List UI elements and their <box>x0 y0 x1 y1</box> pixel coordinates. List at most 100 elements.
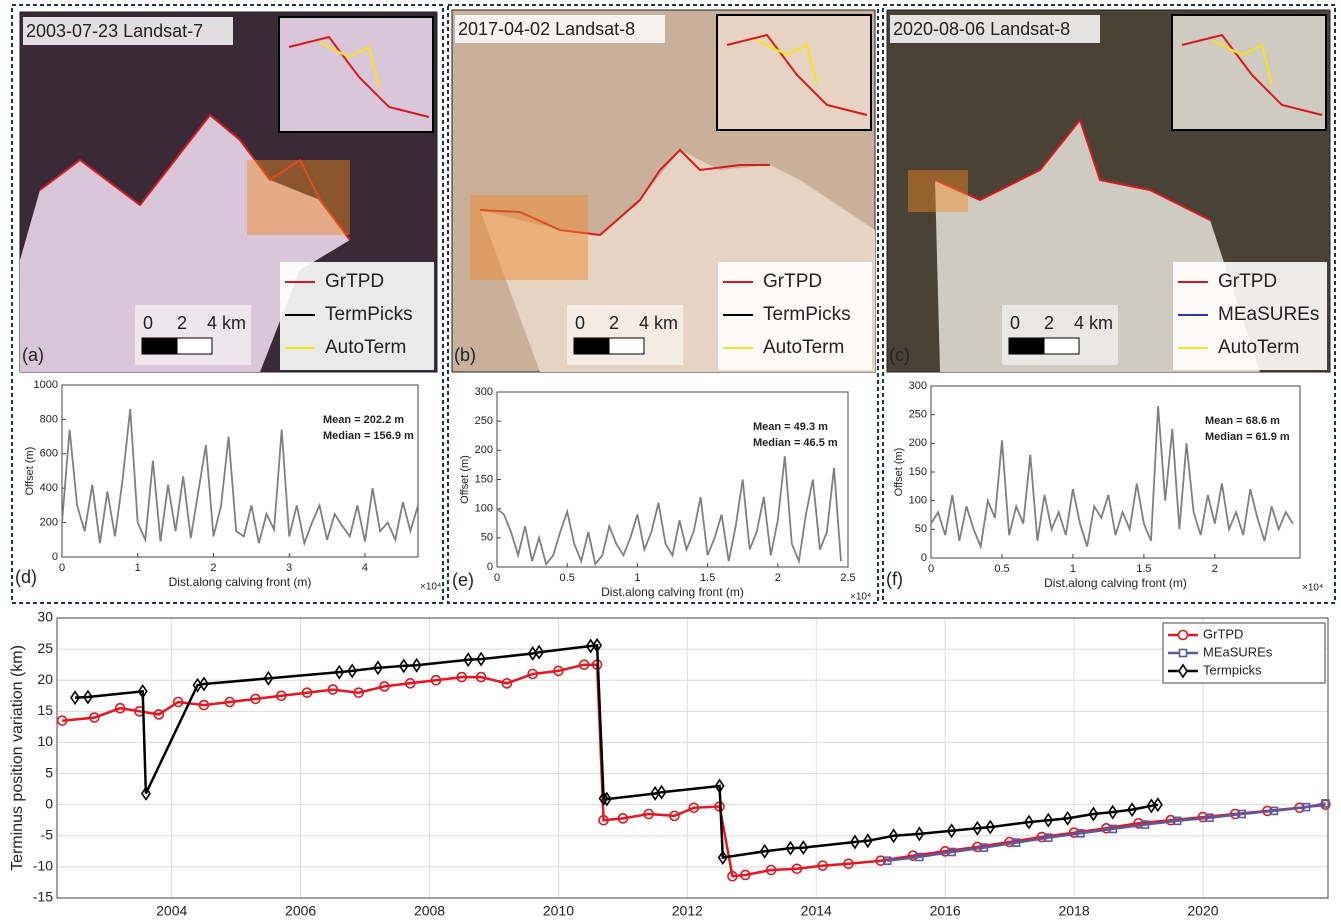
data-line <box>496 456 842 567</box>
x-tick-label: 2010 <box>543 903 574 919</box>
scale-box <box>567 305 683 365</box>
data-point <box>598 814 609 826</box>
panel-label: (c) <box>889 345 910 365</box>
terminus-trace <box>39 113 351 241</box>
x-axis-label: Dist.along calving front (m) <box>1044 576 1187 590</box>
axis-multiplier: ×10⁴ <box>850 592 871 603</box>
data-point <box>334 664 345 680</box>
x-axis-label: Dist.along calving front (m) <box>169 575 312 589</box>
scale-label: 2 <box>1044 313 1054 333</box>
stat-annotation: Median = 61.9 m <box>1205 431 1290 443</box>
scale-bar <box>573 337 610 355</box>
y-axis-label: Offset (m) <box>459 455 471 504</box>
legend-label: GrTPD <box>325 271 384 292</box>
panel-frame <box>882 4 1336 604</box>
data-point <box>882 856 892 865</box>
x-tick-label: 0 <box>494 572 500 584</box>
panel-label: (f) <box>886 569 903 589</box>
data-point <box>578 659 590 670</box>
legend-label: TermPicks <box>325 304 413 325</box>
data-point <box>1321 799 1330 808</box>
x-tick-label: 2014 <box>801 903 832 919</box>
y-tick-label: 250 <box>475 415 493 427</box>
data-point <box>914 826 925 842</box>
legend-label: AutoTerm <box>325 337 406 358</box>
x-tick-label: 2020 <box>1187 903 1218 919</box>
legend-marker <box>1178 648 1188 658</box>
data-point <box>1205 813 1214 823</box>
data-point <box>617 813 629 824</box>
panel-label: (e) <box>452 570 474 590</box>
legend-marker <box>1178 663 1188 679</box>
legend-label: GrTPD <box>1218 271 1277 292</box>
axis-multiplier: ×10⁴ <box>1302 583 1323 594</box>
stat-annotation: Median = 156.9 m <box>323 430 414 442</box>
data-point <box>1269 806 1279 816</box>
data-point <box>947 847 956 857</box>
data-point <box>527 668 538 680</box>
scale-label: 0 <box>143 313 153 333</box>
y-tick-label: 300 <box>475 386 493 398</box>
y-tick-label: 600 <box>40 448 58 460</box>
y-tick-label: 200 <box>40 517 58 529</box>
data-point <box>198 676 209 692</box>
data-point <box>1023 814 1034 830</box>
scale-label: 4 km <box>1074 313 1113 333</box>
x-tick-label: 2 <box>1212 563 1218 575</box>
data-point <box>1152 797 1163 813</box>
data-point <box>475 671 487 683</box>
data-point <box>785 840 796 856</box>
data-point <box>534 644 545 660</box>
data-line <box>61 409 419 547</box>
legend-label: GrTPD <box>763 271 822 292</box>
data-point <box>379 681 390 692</box>
y-tick-label: 800 <box>40 413 58 425</box>
y-tick-label: 5 <box>45 764 53 780</box>
data-point <box>1127 802 1138 818</box>
zoom-highlight <box>470 195 588 280</box>
data-point <box>1301 802 1311 812</box>
x-tick-label: 1 <box>1070 563 1076 575</box>
inset-trace <box>1181 33 1323 116</box>
scale-label: 4 km <box>639 313 678 333</box>
legend-label: MEaSUREs <box>1218 304 1319 325</box>
scale-box <box>135 305 251 365</box>
panel-frame <box>11 4 444 604</box>
data-point <box>985 819 996 835</box>
y-tick-label: 0 <box>921 552 927 564</box>
data-point <box>140 786 151 801</box>
y-tick-label: 200 <box>909 437 927 449</box>
data-point <box>1237 809 1246 819</box>
data-point <box>843 858 854 870</box>
y-tick-label: 30 <box>37 609 53 625</box>
data-point <box>688 802 700 814</box>
data-point <box>717 850 728 865</box>
data-point <box>817 860 828 871</box>
data-point <box>669 810 680 822</box>
data-point <box>501 678 513 689</box>
stat-annotation: Median = 46.5 m <box>753 437 838 449</box>
data-point <box>114 702 126 714</box>
legend-label: Termpicks <box>1203 662 1262 677</box>
data-point <box>1043 812 1054 828</box>
x-tick-label: 2012 <box>672 903 703 919</box>
data-point <box>907 850 919 861</box>
panel-frame <box>447 4 879 604</box>
title-box <box>455 15 665 43</box>
data-point <box>592 637 603 653</box>
data-point <box>849 834 860 850</box>
data-point <box>875 855 887 866</box>
data-point <box>1076 828 1085 838</box>
title-box <box>23 17 233 45</box>
y-tick-label: 400 <box>40 482 58 494</box>
panel-label: (b) <box>454 345 476 365</box>
image-title: 2017-04-02 Landsat-8 <box>458 19 635 39</box>
data-point <box>862 833 873 849</box>
data-point <box>398 658 409 674</box>
data-point <box>888 828 899 844</box>
y-tick-label: 50 <box>481 532 493 544</box>
axes-frame <box>930 385 1301 559</box>
axes-frame <box>61 384 419 558</box>
image-title: 2020-08-06 Landsat-8 <box>893 19 1070 39</box>
